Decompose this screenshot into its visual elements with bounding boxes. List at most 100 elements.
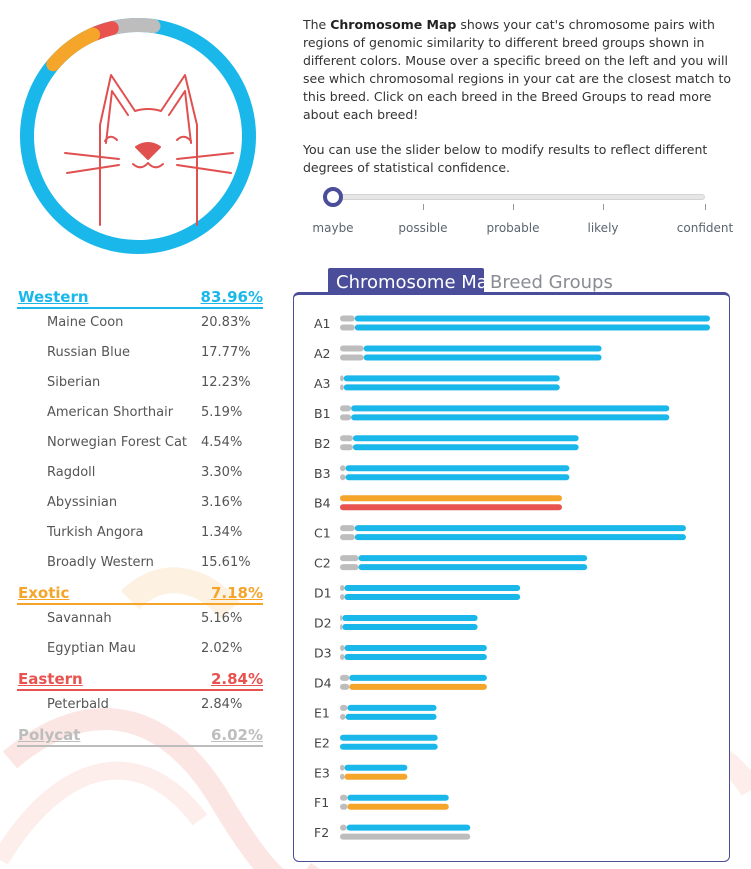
- chromosome-segment-western[interactable]: [345, 465, 570, 472]
- chromosome-segment-western[interactable]: [346, 824, 471, 831]
- chromosome-segment-western[interactable]: [344, 594, 521, 601]
- group-header-western[interactable]: Western 83.96%: [17, 287, 263, 309]
- breed-row[interactable]: Egyptian Mau 2.02%: [17, 635, 263, 665]
- chromosome-segment-polycat[interactable]: [340, 764, 345, 771]
- chromosome-segment-western[interactable]: [342, 615, 478, 621]
- chromosome-segment-western[interactable]: [352, 444, 579, 451]
- breed-row[interactable]: Turkish Angora 1.34%: [17, 519, 263, 549]
- chromosome-segment-polycat[interactable]: [340, 683, 350, 690]
- chromosome-segment-exotic[interactable]: [344, 773, 408, 780]
- chromosome-segment-western[interactable]: [343, 384, 560, 391]
- chromosome-segment-polycat[interactable]: [340, 534, 355, 541]
- chromosome-segment-western[interactable]: [340, 734, 438, 741]
- breed-name[interactable]: American Shorthair: [47, 405, 174, 420]
- breed-name[interactable]: Peterbald: [47, 697, 109, 712]
- chromosome-segment-polycat[interactable]: [340, 324, 355, 331]
- slider-label-likely[interactable]: likely: [587, 221, 619, 235]
- chromosome-segment-western[interactable]: [347, 704, 437, 711]
- chromosome-segment-western[interactable]: [354, 534, 686, 541]
- chromosome-segment-polycat[interactable]: [340, 833, 471, 840]
- tab-chromosome-map[interactable]: Chromosome Map: [328, 268, 484, 296]
- chromosome-segment-western[interactable]: [344, 644, 487, 651]
- chromosome-segment-polycat[interactable]: [340, 644, 345, 651]
- group-header-polycat[interactable]: Polycat 6.02%: [17, 725, 263, 747]
- slider-label-possible[interactable]: possible: [398, 221, 448, 235]
- breed-row[interactable]: Ragdoll 3.30%: [17, 459, 263, 489]
- group-name[interactable]: Eastern: [18, 670, 83, 688]
- slider-label-probable[interactable]: probable: [486, 221, 540, 235]
- tab-breed-groups[interactable]: Breed Groups: [484, 268, 618, 296]
- breed-name[interactable]: Siberian: [47, 375, 101, 390]
- chromosome-segment-western[interactable]: [349, 674, 487, 681]
- chromosome-segment-western[interactable]: [354, 315, 710, 322]
- chromosome-segment-western[interactable]: [363, 354, 602, 361]
- chromosome-segment-exotic[interactable]: [340, 495, 562, 502]
- breed-row[interactable]: Savannah 5.16%: [17, 605, 263, 635]
- chromosome-segment-polycat[interactable]: [340, 444, 353, 451]
- breed-row[interactable]: American Shorthair 5.19%: [17, 399, 263, 429]
- breed-row[interactable]: Russian Blue 17.77%: [17, 339, 263, 369]
- chromosome-segment-western[interactable]: [351, 405, 670, 412]
- group-header-exotic[interactable]: Exotic 7.18%: [17, 583, 263, 605]
- chromosome-segment-western[interactable]: [354, 324, 710, 331]
- confidence-slider[interactable]: maybe possible probable likely confident: [312, 185, 733, 245]
- chromosome-segment-western[interactable]: [351, 414, 670, 421]
- group-name[interactable]: Western: [18, 288, 89, 306]
- chromosome-segment-polycat[interactable]: [340, 474, 346, 481]
- chromosome-segment-polycat[interactable]: [340, 773, 345, 780]
- breed-row[interactable]: Maine Coon 20.83%: [17, 309, 263, 339]
- group-header-eastern[interactable]: Eastern 2.84%: [17, 669, 263, 691]
- chromosome-segment-western[interactable]: [347, 794, 449, 801]
- breed-name[interactable]: Broadly Western: [47, 555, 154, 570]
- breed-name[interactable]: Russian Blue: [47, 345, 130, 360]
- chromosome-segment-polycat[interactable]: [340, 594, 345, 601]
- chromosome-segment-exotic[interactable]: [347, 803, 449, 810]
- slider-thumb[interactable]: [323, 187, 343, 207]
- chromosome-segment-western[interactable]: [342, 624, 478, 630]
- chromosome-segment-polycat[interactable]: [340, 585, 345, 592]
- chromosome-segment-polycat[interactable]: [340, 624, 343, 630]
- chromosome-segment-western[interactable]: [354, 525, 686, 532]
- chromosome-segment-polycat[interactable]: [340, 525, 355, 532]
- chromosome-segment-polycat[interactable]: [340, 465, 346, 472]
- chromosome-segment-polycat[interactable]: [340, 615, 343, 621]
- chromosome-segment-polycat[interactable]: [340, 653, 345, 660]
- chromosome-segment-western[interactable]: [358, 564, 588, 571]
- chromosome-segment-polycat[interactable]: [340, 704, 348, 711]
- chromosome-segment-western[interactable]: [344, 585, 521, 592]
- breed-name[interactable]: Ragdoll: [47, 465, 96, 480]
- chromosome-segment-eastern[interactable]: [340, 504, 562, 511]
- chromosome-segment-western[interactable]: [345, 713, 437, 720]
- breed-name[interactable]: Egyptian Mau: [47, 641, 136, 656]
- chromosome-segment-polycat[interactable]: [340, 803, 348, 810]
- chromosome-segment-polycat[interactable]: [340, 674, 350, 681]
- breed-row[interactable]: Abyssinian 3.16%: [17, 489, 263, 519]
- chromosome-segment-polycat[interactable]: [340, 555, 359, 562]
- breed-row[interactable]: Broadly Western 15.61%: [17, 549, 263, 579]
- slider-label-maybe[interactable]: maybe: [312, 221, 354, 235]
- chromosome-segment-polycat[interactable]: [340, 354, 364, 361]
- chromosome-segment-polycat[interactable]: [340, 345, 364, 352]
- chromosome-segment-polycat[interactable]: [340, 824, 347, 831]
- group-name[interactable]: Exotic: [18, 584, 70, 602]
- chromosome-segment-western[interactable]: [343, 375, 560, 382]
- chromosome-segment-polycat[interactable]: [340, 405, 352, 412]
- breed-row[interactable]: Peterbald 2.84%: [17, 691, 263, 721]
- chromosome-segment-polycat[interactable]: [340, 375, 344, 382]
- chromosome-segment-western[interactable]: [344, 764, 408, 771]
- chromosome-segment-western[interactable]: [340, 743, 438, 750]
- slider-track[interactable]: [333, 194, 705, 200]
- chromosome-segment-western[interactable]: [345, 474, 570, 481]
- chromosome-segment-western[interactable]: [344, 653, 487, 660]
- chromosome-segment-polycat[interactable]: [340, 564, 359, 571]
- chromosome-segment-polycat[interactable]: [340, 713, 346, 720]
- breed-name[interactable]: Savannah: [47, 611, 112, 626]
- chromosome-segment-western[interactable]: [352, 435, 579, 442]
- slider-label-confident[interactable]: confident: [676, 221, 734, 235]
- chromosome-segment-western[interactable]: [358, 555, 588, 562]
- chromosome-segment-polycat[interactable]: [340, 435, 353, 442]
- chromosome-segment-polycat[interactable]: [340, 315, 355, 322]
- group-name[interactable]: Polycat: [18, 726, 81, 744]
- breed-name[interactable]: Maine Coon: [47, 315, 124, 330]
- chromosome-segment-exotic[interactable]: [349, 683, 487, 690]
